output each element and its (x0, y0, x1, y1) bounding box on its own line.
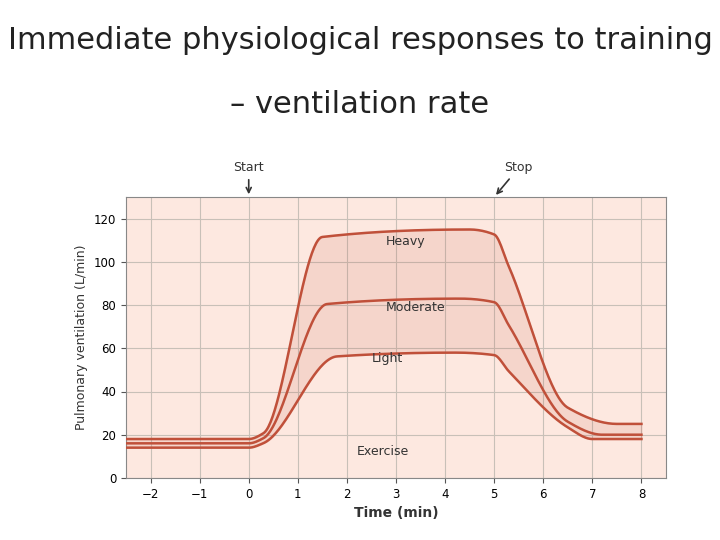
Text: Start: Start (233, 161, 264, 192)
Text: Moderate: Moderate (386, 301, 446, 314)
Text: – ventilation rate: – ventilation rate (230, 91, 490, 119)
Text: Light: Light (372, 353, 402, 366)
X-axis label: Time (min): Time (min) (354, 506, 438, 520)
Bar (248, 197, 494, 478)
Y-axis label: Pulmonary ventilation (L/min): Pulmonary ventilation (L/min) (76, 245, 89, 430)
Text: Immediate physiological responses to training: Immediate physiological responses to tra… (8, 26, 712, 55)
Text: Stop: Stop (497, 161, 533, 193)
Text: Exercise: Exercise (356, 446, 409, 458)
Text: Heavy: Heavy (386, 235, 426, 248)
